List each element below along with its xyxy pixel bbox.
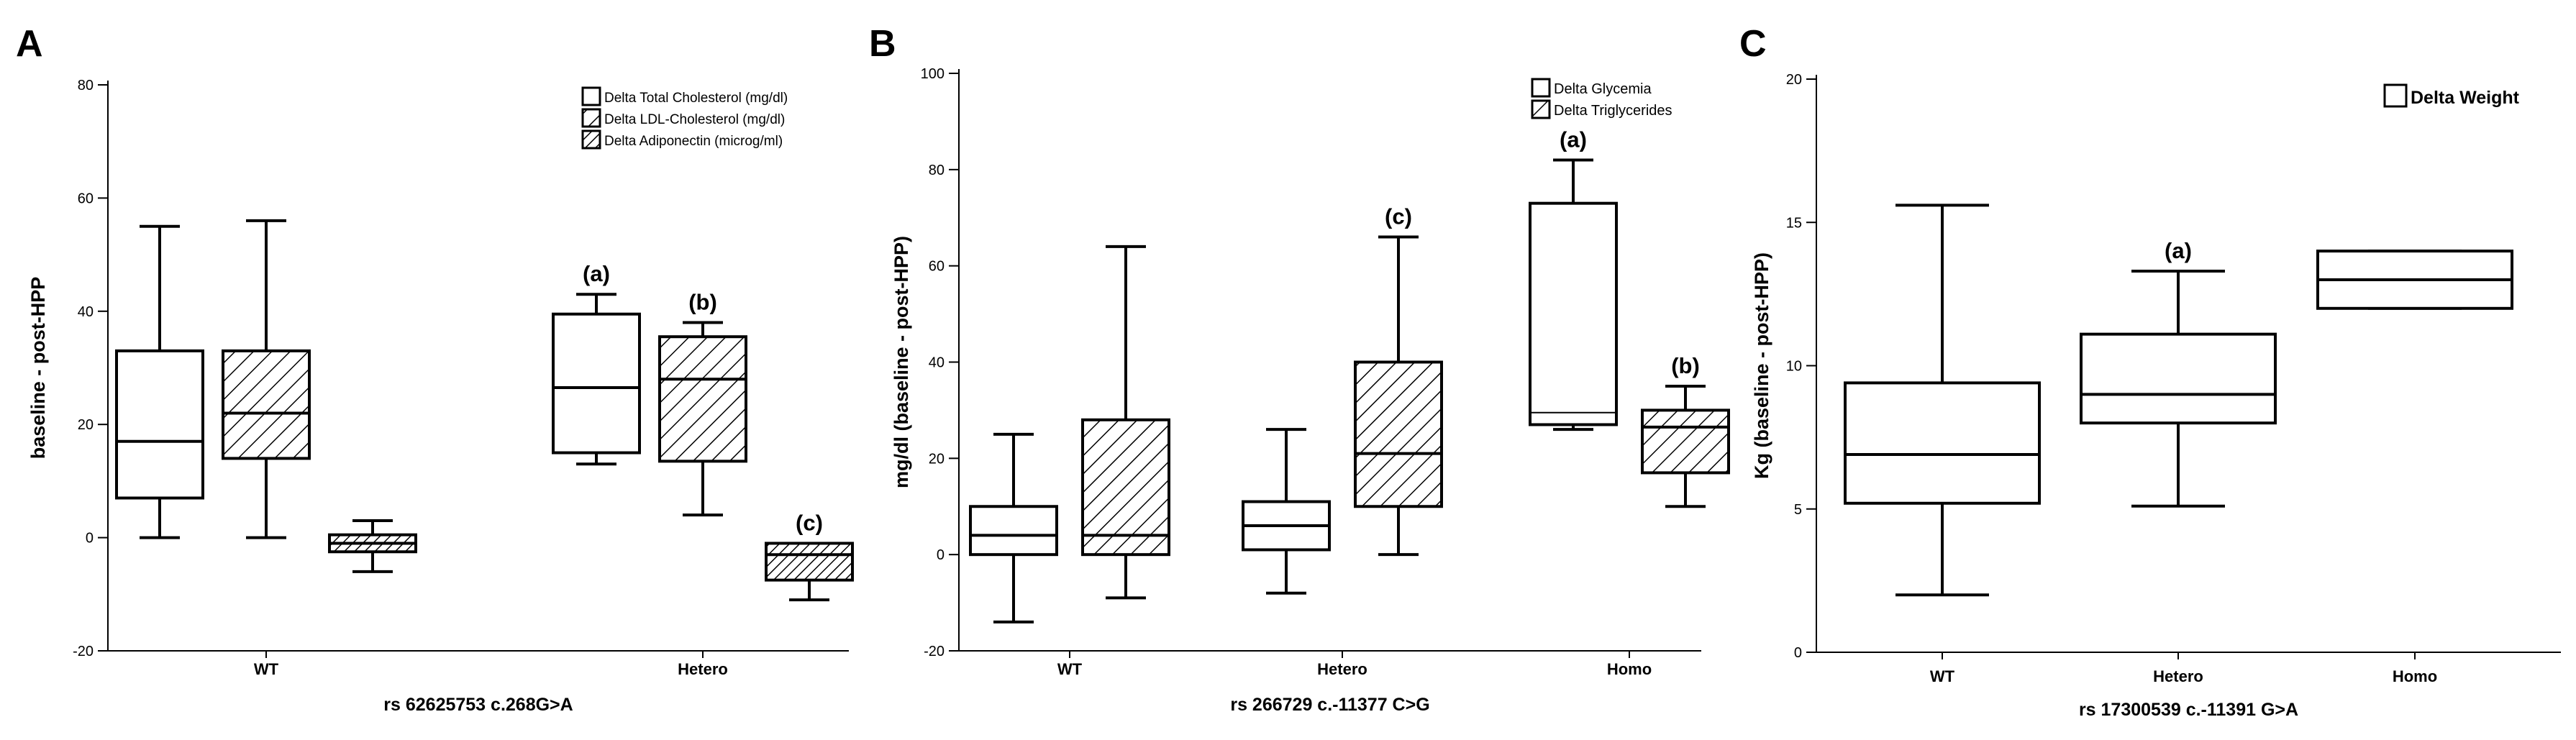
box-iqr xyxy=(1641,408,1730,475)
y-tick-label: 20 xyxy=(1786,72,1802,88)
boxplot-hetero-series-0 xyxy=(1242,428,1331,595)
legend: Delta Weight xyxy=(2383,83,2520,108)
y-tick-label: 0 xyxy=(937,547,945,563)
legend-swatch xyxy=(581,108,601,128)
boxplot-hetero-series-1: (c) xyxy=(1354,204,1443,557)
y-axis-title: baseline - post-HPP xyxy=(27,277,49,460)
significance-annotation: (c) xyxy=(796,510,823,535)
x-tick-label: Hetero xyxy=(2153,667,2203,685)
y-tick-label: 10 xyxy=(1786,359,1802,375)
y-tick-label: 20 xyxy=(929,451,945,467)
y-tick-label: 15 xyxy=(1786,215,1802,231)
boxplot-homo-series-1: (b) xyxy=(1641,353,1730,508)
boxplot-hetero-series-0: (a) xyxy=(2080,238,2277,508)
x-tick-label: WT xyxy=(1930,667,1955,685)
box-iqr xyxy=(1354,360,1443,508)
x-tick-label: Hetero xyxy=(1317,660,1367,678)
boxplot-homo-series-0 xyxy=(2316,250,2513,310)
y-tick-label: 40 xyxy=(78,304,94,320)
chart-panel-a: A -20 0 20 40 60 80 baseline - post-HPP WT Hetero… xyxy=(16,23,854,715)
significance-annotation: (b) xyxy=(1671,353,1700,378)
y-tick-label: 60 xyxy=(929,259,945,275)
legend: Delta Total Cholesterol (mg/dl) Delta LDL… xyxy=(581,86,788,150)
legend-swatch xyxy=(581,129,601,150)
chart-panel-b: B -20 0 20 40 60 80 100 mg/dl (baseline - post-H… xyxy=(869,23,1730,715)
x-tick-label: Hetero xyxy=(678,660,728,678)
x-axis-title: rs 62625753 c.268G>A xyxy=(383,695,573,715)
boxplot-hetero-series-0: (a) xyxy=(552,261,641,466)
legend-label: Delta Triglycerides xyxy=(1554,103,1672,119)
x-tick-label: Homo xyxy=(2393,667,2437,685)
y-tick-label: 5 xyxy=(1794,502,1802,518)
x-axis-title: rs 17300539 c.-11391 G>A xyxy=(2079,700,2298,720)
y-tick-label: 60 xyxy=(78,191,94,206)
boxplot-wt-series-0 xyxy=(115,224,204,539)
chart-panel-c: C 0 5 10 15 20 Kg (baseline - post-HPP) WT Heter… xyxy=(1739,23,2561,720)
boxplot-wt-series-2 xyxy=(328,519,417,573)
x-axis-title: rs 266729 c.-11377 C>G xyxy=(1230,695,1429,715)
box-iqr xyxy=(2080,332,2277,425)
box-iqr xyxy=(658,335,747,463)
y-tick-label: -20 xyxy=(73,644,94,659)
significance-annotation: (c) xyxy=(1385,204,1412,229)
y-tick-label: 80 xyxy=(78,78,94,93)
box-iqr xyxy=(765,542,854,582)
boxplot-hetero-series-2: (c) xyxy=(765,510,854,602)
significance-annotation: (b) xyxy=(688,290,717,315)
significance-annotation: (a) xyxy=(2165,238,2192,263)
significance-annotation: (a) xyxy=(583,261,610,286)
legend: Delta Glycemia Delta Triglycerides xyxy=(1531,78,1672,119)
y-tick-label: 100 xyxy=(921,66,945,82)
significance-annotation: (a) xyxy=(1560,127,1587,152)
boxplot-wt-series-1 xyxy=(1081,245,1170,600)
panel-letter: C xyxy=(1739,23,1767,65)
y-axis-title: Kg (baseline - post-HPP) xyxy=(1751,252,1772,479)
legend-swatch xyxy=(1531,99,1551,119)
legend-swatch xyxy=(581,86,601,106)
x-tick-label: Homo xyxy=(1607,660,1652,678)
box-iqr xyxy=(552,312,641,454)
boxplot-homo-series-0: (a) xyxy=(1529,127,1618,431)
legend-label: Delta Adiponectin (microg/ml) xyxy=(604,134,783,149)
y-tick-label: 0 xyxy=(1794,645,1802,661)
legend-label: Delta Glycemia xyxy=(1554,81,1652,97)
box-iqr xyxy=(222,349,311,460)
y-axis-title: mg/dl (baseline - post-HPP) xyxy=(891,236,912,488)
y-tick-label: -20 xyxy=(924,644,945,659)
legend-label: Delta Weight xyxy=(2411,88,2520,108)
boxplot-wt-series-0 xyxy=(969,432,1058,623)
legend-label: Delta LDL-Cholesterol (mg/dl) xyxy=(604,112,785,127)
boxplot-wt-series-0 xyxy=(1844,204,2041,597)
box-iqr xyxy=(1844,381,2041,505)
box-iqr xyxy=(1529,201,1618,426)
x-tick-label: WT xyxy=(254,660,279,678)
panel-letter: B xyxy=(869,23,896,65)
legend-swatch xyxy=(1531,78,1551,98)
box-iqr xyxy=(1081,418,1170,557)
legend-label: Delta Total Cholesterol (mg/dl) xyxy=(604,91,788,106)
panel-letter: A xyxy=(16,23,43,65)
boxplot-hetero-series-1: (b) xyxy=(658,290,747,517)
y-tick-label: 20 xyxy=(78,417,94,433)
legend-swatch xyxy=(2383,83,2408,108)
boxplot-wt-series-1 xyxy=(222,219,311,539)
y-tick-label: 80 xyxy=(929,163,945,178)
x-tick-label: WT xyxy=(1057,660,1083,678)
box-iqr xyxy=(969,505,1058,557)
box-iqr xyxy=(115,349,204,500)
y-tick-label: 40 xyxy=(929,355,945,371)
y-tick-label: 0 xyxy=(86,531,94,547)
